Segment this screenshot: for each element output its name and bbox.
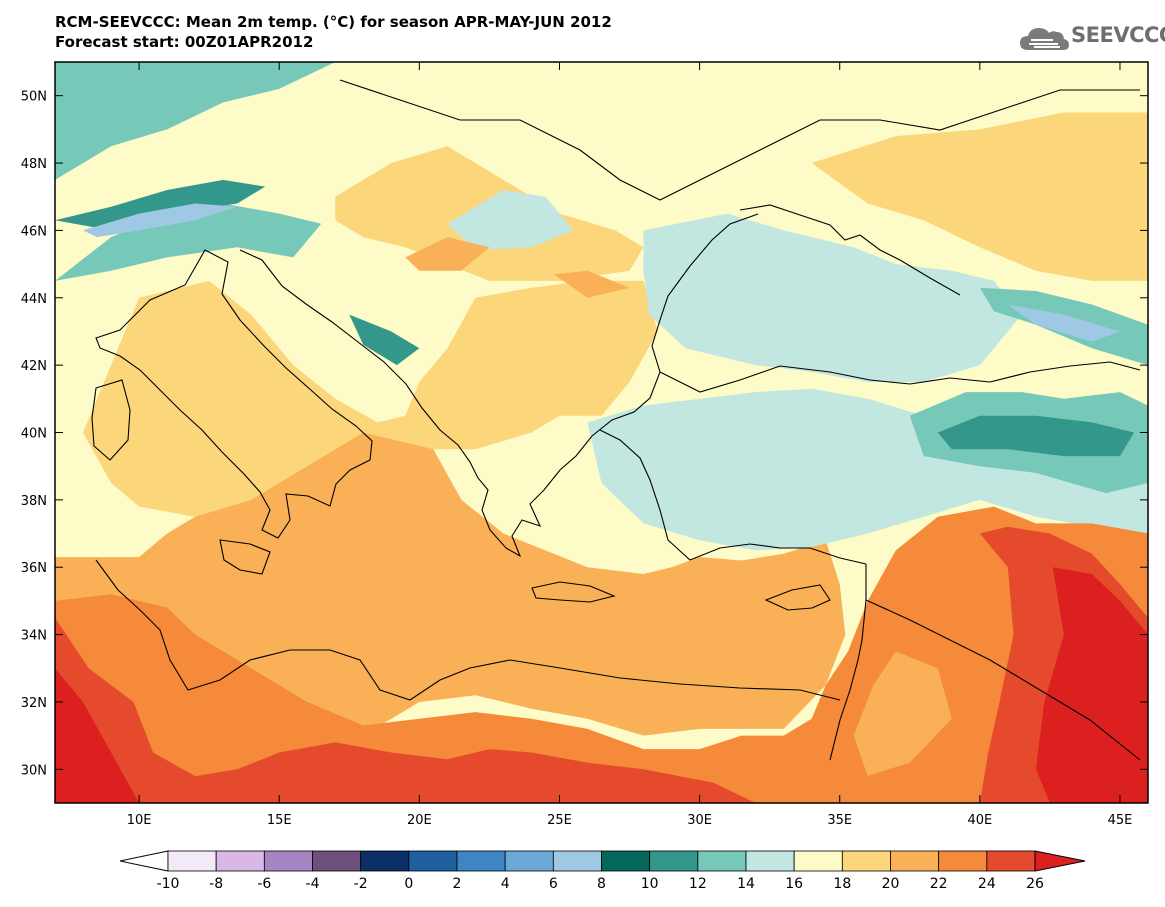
colorbar-swatch — [552, 850, 602, 872]
colorbar-label: 6 — [549, 876, 558, 892]
temp-region-9 — [55, 62, 336, 180]
colorbar-label: 0 — [404, 876, 413, 892]
colorbar-swatch — [938, 850, 988, 872]
colorbar-label: -10 — [157, 876, 180, 892]
colorbar-swatch — [841, 850, 891, 872]
colorbar-swatch — [793, 850, 843, 872]
colorbar-label: 2 — [453, 876, 462, 892]
coastline-overlay — [91, 79, 1141, 761]
lat-tick-label: 30N — [21, 763, 47, 778]
colorbar-swatch — [890, 850, 940, 872]
colorbar-label: -2 — [354, 876, 368, 892]
colorbar-label: 8 — [597, 876, 606, 892]
lat-tick-label: 48N — [21, 157, 47, 172]
colorbar: -10 -8 -6 -4 -2 0 2 4 6 8 10 12 14 16 18 20 22 24 26 — [119, 850, 1086, 892]
colorbar-swatch — [649, 850, 699, 872]
colorbar-label: 18 — [833, 876, 851, 892]
colorbar-label: -4 — [306, 876, 320, 892]
map-title: RCM-SEEVCCC: Mean 2m temp. (°C) for seas… — [55, 13, 612, 31]
lon-tick-label: 45E — [1108, 813, 1133, 828]
logo-text: SEEVCCC — [1071, 23, 1165, 47]
coastline-africa — [95, 559, 841, 701]
colorbar-swatch — [263, 850, 313, 872]
temp-region-5 — [643, 213, 1022, 382]
lat-tick-label: 38N — [21, 494, 47, 509]
lat-tick-label: 34N — [21, 629, 47, 644]
colorbar-swatch — [360, 850, 410, 872]
axes: 10E 15E 20E 25E 30E 35E 40E 45E 30N 32N 34N 36N 38N 4… — [21, 62, 1148, 828]
coastline-italy — [95, 249, 373, 539]
temp-region-2 — [83, 280, 658, 517]
temp-region-18 — [553, 270, 630, 298]
temp-region-12 — [55, 179, 266, 231]
colorbar-label: 12 — [689, 876, 707, 892]
seevccc-logo: SEEVCCC — [1018, 20, 1165, 56]
lon-tick-label: 35E — [827, 813, 852, 828]
forecast-start: Forecast start: 00Z01APR2012 — [55, 33, 314, 51]
lat-tick-label: 44N — [21, 292, 47, 307]
lat-tick-label: 50N — [21, 90, 47, 105]
lon-tick-label: 30E — [687, 813, 712, 828]
coastline-sicily — [219, 539, 271, 575]
lon-tick-label: 20E — [407, 813, 432, 828]
colorbar-over-arrow — [1034, 850, 1086, 872]
temp-region-15 — [83, 203, 238, 238]
lat-tick-label: 42N — [21, 359, 47, 374]
coastline-crete — [531, 581, 616, 603]
colorbar-swatch — [312, 850, 362, 872]
temperature-field — [55, 62, 1148, 803]
lon-tick-label: 40E — [967, 813, 992, 828]
lon-tick-label: 15E — [267, 813, 292, 828]
colorbar-label: 4 — [501, 876, 510, 892]
temp-region-4 — [811, 112, 1148, 281]
temp-region-13 — [937, 415, 1134, 457]
colorbar-label: 14 — [737, 876, 755, 892]
colorbar-label: 24 — [978, 876, 996, 892]
temp-region-7 — [447, 190, 574, 251]
lat-tick-label: 40N — [21, 427, 47, 442]
lat-tick-label: 36N — [21, 561, 47, 576]
coastline-balkans — [239, 213, 759, 558]
colorbar-swatch — [408, 850, 458, 872]
colorbar-label: 10 — [641, 876, 659, 892]
temp-region-16 — [1007, 304, 1120, 342]
colorbar-label: 26 — [1026, 876, 1044, 892]
colorbar-label: -8 — [209, 876, 223, 892]
colorbar-swatch — [697, 850, 747, 872]
colorbar-label: -6 — [257, 876, 271, 892]
temp-region-6 — [587, 388, 1148, 551]
colorbar-label: 22 — [930, 876, 948, 892]
colorbar-swatch — [215, 850, 265, 872]
temp-region-24 — [55, 668, 140, 803]
coastline-black-sea-south — [659, 361, 1141, 393]
lat-tick-label: 46N — [21, 224, 47, 239]
colorbar-swatch — [601, 850, 651, 872]
coastline-cyprus — [764, 584, 831, 611]
colorbar-swatch — [504, 850, 554, 872]
border-middle-east — [865, 599, 1141, 761]
colorbar-label: 16 — [785, 876, 803, 892]
temp-region-8 — [55, 203, 322, 281]
temp-region-20 — [853, 651, 952, 777]
colorbar-under-arrow — [119, 850, 169, 872]
colorbar-swatch — [745, 850, 795, 872]
temp-region-17 — [405, 237, 490, 271]
coastline-sardinia — [91, 379, 131, 461]
coastline-anatomy-south — [599, 429, 867, 565]
title-block: RCM-SEEVCCC: Mean 2m temp. (°C) for seas… — [55, 12, 612, 52]
lon-tick-label: 10E — [127, 813, 152, 828]
colorbar-swatch — [456, 850, 506, 872]
colorbar-swatch — [167, 850, 217, 872]
temp-region-14 — [349, 314, 420, 366]
border-east-europe — [339, 79, 1140, 201]
coastline-crimea — [739, 204, 961, 296]
colorbar-swatch — [986, 850, 1036, 872]
lon-tick-label: 25E — [547, 813, 572, 828]
cloud-icon — [1020, 28, 1069, 50]
lat-tick-label: 32N — [21, 696, 47, 711]
colorbar-label: 20 — [882, 876, 900, 892]
